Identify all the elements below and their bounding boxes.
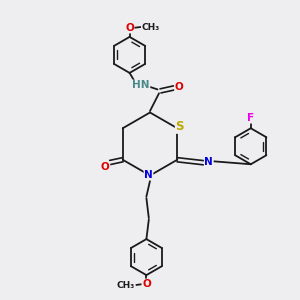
Text: CH₃: CH₃ <box>142 22 160 32</box>
Text: N: N <box>144 170 153 180</box>
Text: O: O <box>101 162 110 172</box>
Text: HN: HN <box>132 80 150 90</box>
Text: CH₃: CH₃ <box>117 280 135 290</box>
Text: O: O <box>125 23 134 33</box>
Text: S: S <box>176 120 184 133</box>
Text: O: O <box>142 279 151 289</box>
Text: F: F <box>247 113 254 123</box>
Text: N: N <box>204 157 213 167</box>
Text: O: O <box>175 82 184 92</box>
